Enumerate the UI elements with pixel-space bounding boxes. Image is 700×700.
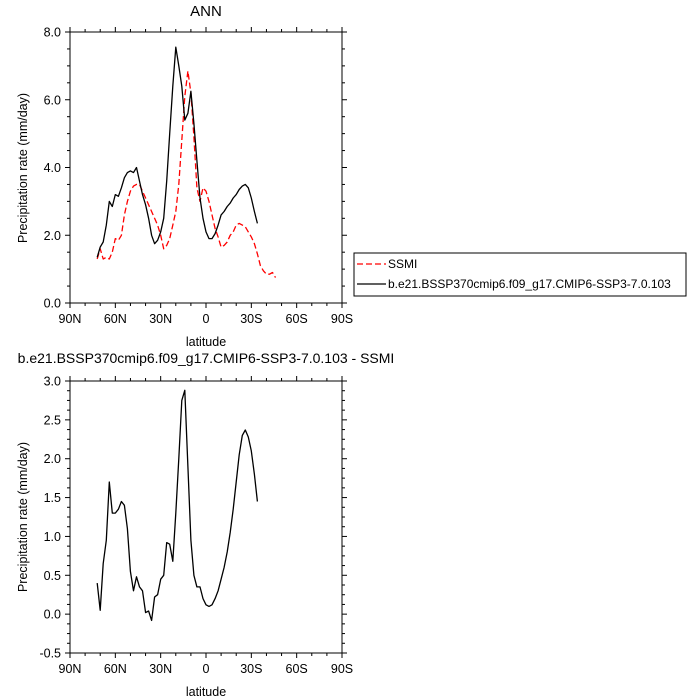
top-x-tick-label: 90N [59,312,82,326]
bottom-x-axis-label: latitude [186,685,226,699]
bottom-x-tick-label: 90N [59,662,82,676]
bottom-y-tick-label: 0.0 [44,608,61,622]
top-y-tick-label: 4.0 [44,161,61,175]
bottom-y-tick-label: -0.5 [39,647,61,661]
top-x-tick-label: 30N [149,312,172,326]
bottom-plot-frame [69,380,343,654]
bottom-x-tick-label: 30S [240,662,262,676]
bottom-x-tick-label: 30N [149,662,172,676]
top-x-tick-label: 30S [240,312,262,326]
bottom-series-line-difference [96,389,259,622]
bottom-y-tick-label: 2.5 [44,413,61,427]
top-y-axis-label: Precipitation rate (mm/day) [16,93,30,243]
bottom-y-tick-label: 1.5 [44,491,61,505]
bottom-y-tick-label: 0.5 [44,569,61,583]
top-x-tick-label: 90S [331,312,353,326]
bottom-y-tick-label: 2.0 [44,452,61,466]
bottom-x-tick-label: 0 [203,662,210,676]
top-y-tick-label: 6.0 [44,93,61,107]
bottom-chart-title: b.e21.BSSP370cmip6.f09_g17.CMIP6-SSP3-7.… [18,350,395,366]
top-panel: ANN 90N 60N 30N 0 30S 60S 90S 0.0 2.0 4.0 6.0 8.0 l… [16,3,353,349]
top-x-tick-label: 60N [104,312,127,326]
bottom-x-tick-label: 60N [104,662,127,676]
bottom-y-axis-label: Precipitation rate (mm/day) [16,442,30,592]
legend-box [353,252,687,297]
top-y-tick-label: 0.0 [44,297,61,311]
top-x-tick-label: 0 [203,312,210,326]
top-x-tick-label: 60S [286,312,308,326]
bottom-x-tick-label: 90S [331,662,353,676]
legend: SSMI b.e21.BSSP370cmip6.f09_g17.CMIP6-SS… [353,252,687,297]
top-y-tick-label: 8.0 [44,26,61,40]
legend-label-ssmi: SSMI [388,257,417,271]
legend-label-model: b.e21.BSSP370cmip6.f09_g17.CMIP6-SSP3-7.… [388,277,671,291]
top-series-line-b-e21-bssp370cmip6-f09-g17-cmi [96,46,259,258]
top-x-axis-label: latitude [186,335,226,349]
top-y-tick-label: 2.0 [44,229,61,243]
top-chart-title: ANN [190,3,222,20]
bottom-panel: b.e21.BSSP370cmip6.f09_g17.CMIP6-SSP3-7.… [16,350,394,699]
top-series-line-ssmi [96,70,277,278]
top-plot-frame [69,31,343,304]
bottom-x-tick-label: 60S [286,662,308,676]
bottom-y-tick-label: 3.0 [44,375,61,389]
bottom-y-tick-label: 1.0 [44,530,61,544]
